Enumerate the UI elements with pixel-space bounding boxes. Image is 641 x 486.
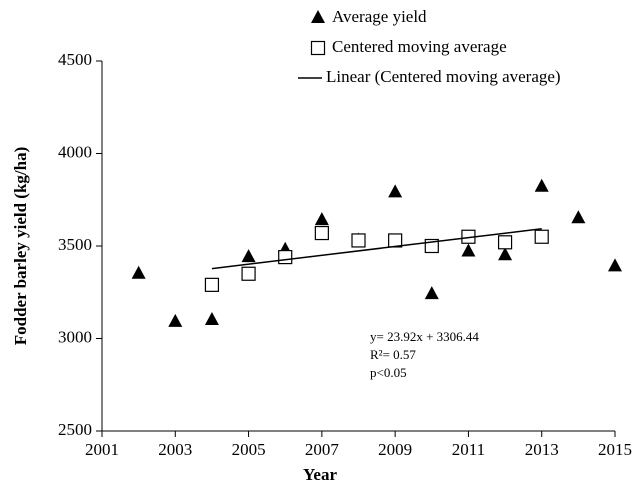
square-marker: [241, 266, 256, 281]
triangle-marker: [388, 184, 403, 198]
triangle-marker: [311, 10, 325, 23]
triangle-marker: [571, 210, 586, 224]
triangle-marker: [498, 247, 513, 261]
legend-label: Centered moving average: [332, 37, 507, 56]
x-tick-label: 2001: [85, 440, 119, 459]
x-tick-label: 2015: [598, 440, 632, 459]
annotation: R²= 0.57: [370, 347, 416, 362]
square-marker: [204, 277, 220, 292]
square-marker: [497, 235, 513, 250]
y-tick-label: 4000: [58, 142, 92, 161]
triangle-marker: [461, 243, 476, 257]
square-marker: [534, 229, 549, 244]
legend-label: Linear (Centered moving average): [326, 67, 561, 86]
x-tick-label: 2011: [452, 440, 485, 459]
y-tick-label: 4500: [58, 50, 92, 69]
triangle-marker: [204, 312, 219, 325]
triangle-marker: [168, 313, 183, 327]
triangle-marker: [608, 258, 622, 272]
triangle-marker: [534, 178, 549, 192]
legend-label: Average yield: [332, 7, 427, 26]
x-tick-label: 2007: [305, 440, 340, 459]
x-axis-title: Year: [303, 465, 337, 484]
x-tick-label: 2005: [232, 440, 266, 459]
triangle-marker: [314, 212, 329, 226]
annotation: y= 23.92x + 3306.44: [370, 329, 479, 344]
trend-line: [211, 228, 542, 270]
triangle-marker: [424, 286, 439, 300]
square-marker: [314, 225, 329, 241]
y-tick-label: 3000: [58, 327, 92, 346]
x-tick-label: 2003: [158, 440, 192, 459]
x-tick-label: 2009: [378, 440, 412, 459]
x-tick-label: 2013: [525, 440, 559, 459]
square-marker: [310, 40, 326, 56]
triangle-marker: [241, 249, 256, 263]
y-tick-label: 3500: [58, 235, 92, 254]
square-marker: [278, 250, 293, 265]
annotation: p<0.05: [370, 365, 407, 380]
square-marker: [388, 233, 403, 248]
square-marker: [351, 233, 366, 248]
y-axis-title: Fodder barley yield (kg/ha): [11, 147, 30, 346]
triangle-marker: [131, 265, 146, 279]
y-tick-label: 2500: [58, 420, 92, 439]
